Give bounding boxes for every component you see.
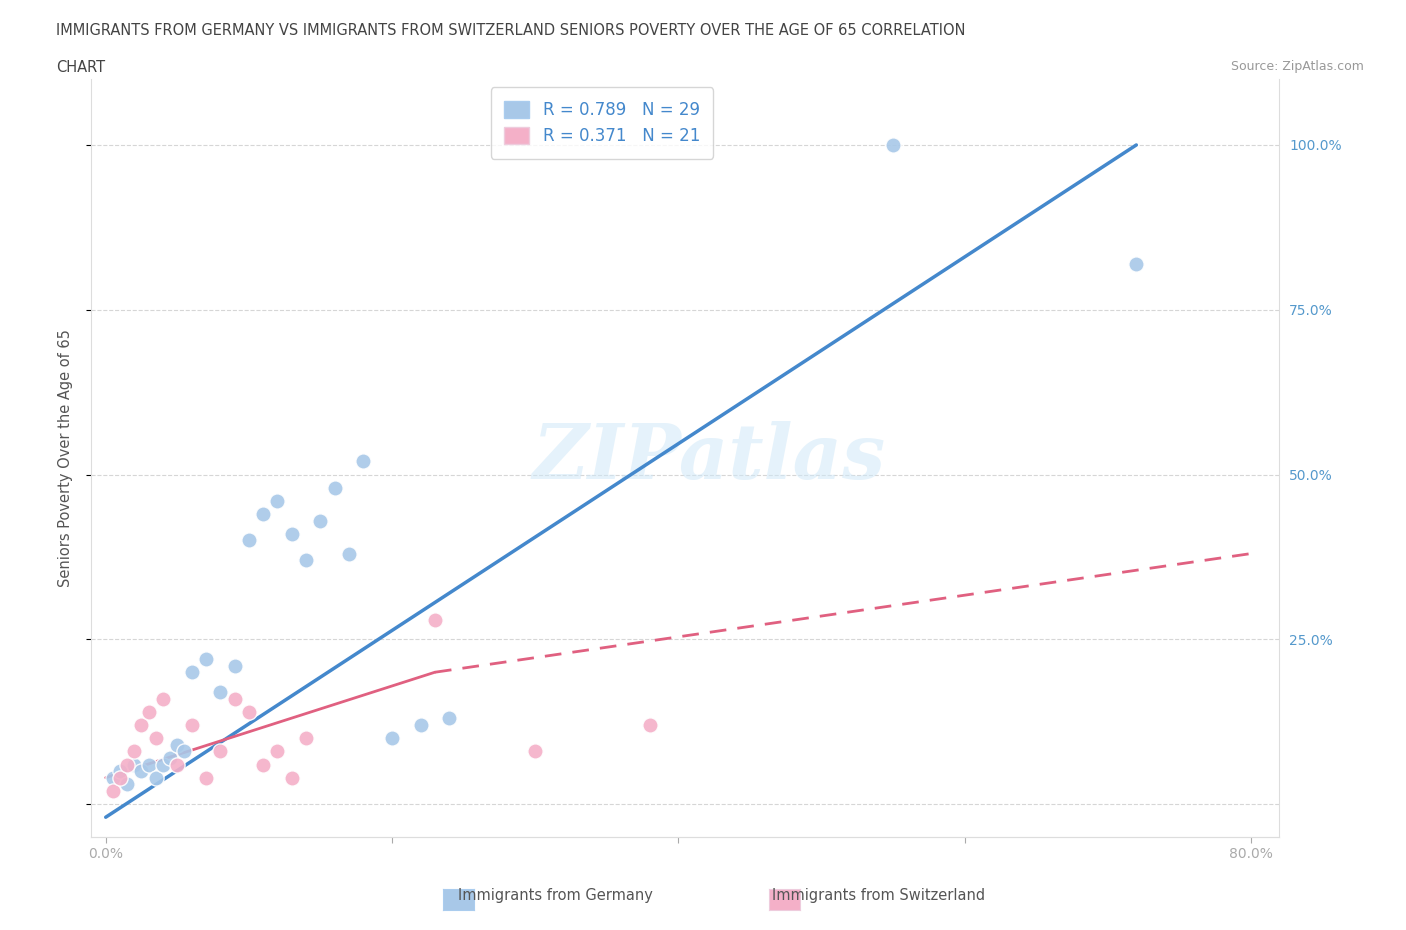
Point bbox=[409, 718, 432, 733]
Point bbox=[131, 764, 153, 778]
Point bbox=[309, 513, 332, 528]
Point bbox=[352, 454, 374, 469]
Point bbox=[101, 770, 124, 785]
Point bbox=[238, 704, 260, 719]
Point bbox=[323, 480, 346, 495]
Point bbox=[115, 757, 138, 772]
Point bbox=[266, 494, 288, 509]
Legend: R = 0.789   N = 29, R = 0.371   N = 21: R = 0.789 N = 29, R = 0.371 N = 21 bbox=[491, 87, 713, 159]
Point bbox=[882, 138, 904, 153]
Text: Immigrants from Germany: Immigrants from Germany bbox=[458, 888, 652, 903]
Point bbox=[224, 691, 246, 706]
Point bbox=[101, 783, 124, 798]
Text: IMMIGRANTS FROM GERMANY VS IMMIGRANTS FROM SWITZERLAND SENIORS POVERTY OVER THE : IMMIGRANTS FROM GERMANY VS IMMIGRANTS FR… bbox=[56, 23, 966, 38]
Point bbox=[1125, 256, 1147, 271]
Point bbox=[238, 533, 260, 548]
Point bbox=[131, 718, 153, 733]
Text: Immigrants from Switzerland: Immigrants from Switzerland bbox=[772, 888, 986, 903]
Point bbox=[295, 731, 318, 746]
Point bbox=[124, 757, 146, 772]
Point bbox=[108, 770, 131, 785]
Point bbox=[145, 731, 167, 746]
Point bbox=[145, 770, 167, 785]
Point bbox=[152, 691, 174, 706]
Text: CHART: CHART bbox=[56, 60, 105, 75]
Point bbox=[252, 757, 274, 772]
Point bbox=[194, 770, 217, 785]
Point bbox=[124, 744, 146, 759]
Point bbox=[266, 744, 288, 759]
Point bbox=[180, 718, 202, 733]
Point bbox=[281, 526, 304, 541]
Point bbox=[173, 744, 195, 759]
Point bbox=[108, 764, 131, 778]
Point bbox=[252, 507, 274, 522]
Point bbox=[209, 684, 232, 699]
Point bbox=[638, 718, 661, 733]
Point bbox=[281, 770, 304, 785]
Text: Source: ZipAtlas.com: Source: ZipAtlas.com bbox=[1230, 60, 1364, 73]
Point bbox=[159, 751, 181, 765]
Point bbox=[115, 777, 138, 791]
Point bbox=[180, 665, 202, 680]
Point bbox=[295, 552, 318, 567]
Point bbox=[138, 757, 160, 772]
Point bbox=[439, 711, 461, 725]
Point bbox=[138, 704, 160, 719]
Point bbox=[166, 737, 188, 752]
Y-axis label: Seniors Poverty Over the Age of 65: Seniors Poverty Over the Age of 65 bbox=[58, 329, 73, 587]
Point bbox=[423, 612, 446, 627]
Text: ZIPatlas: ZIPatlas bbox=[533, 421, 886, 495]
Point bbox=[209, 744, 232, 759]
Point bbox=[337, 546, 360, 561]
Point bbox=[194, 652, 217, 667]
Point bbox=[524, 744, 547, 759]
Point bbox=[381, 731, 404, 746]
Point bbox=[152, 757, 174, 772]
Point bbox=[166, 757, 188, 772]
Point bbox=[224, 658, 246, 673]
